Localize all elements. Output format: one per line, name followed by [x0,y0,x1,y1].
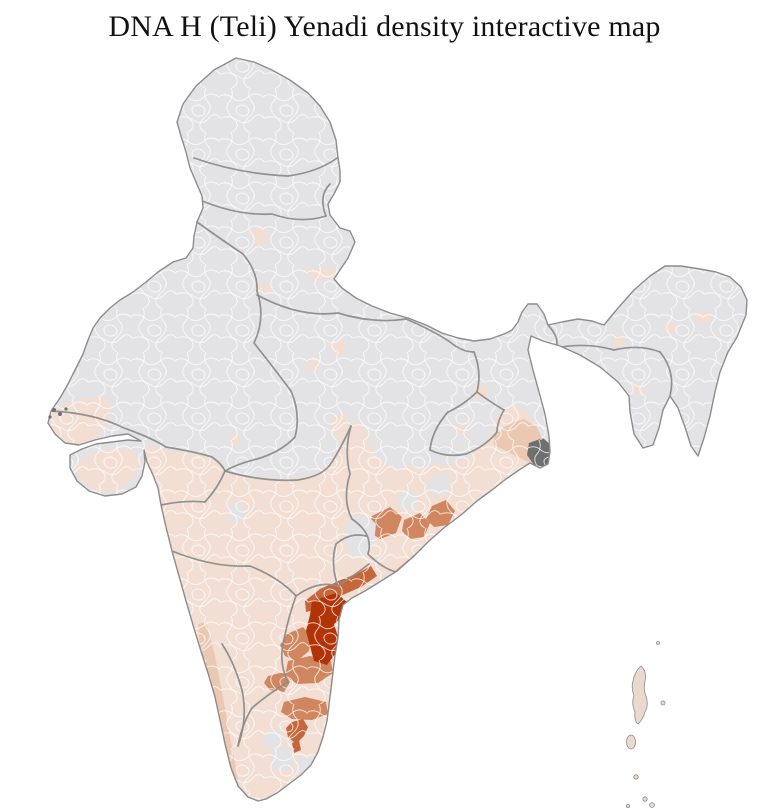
map-title: DNA H (Teli) Yenadi density interactive … [108,10,661,43]
state-borders [50,157,673,747]
marsh-dots [48,407,68,419]
island-chain[interactable] [626,641,666,809]
